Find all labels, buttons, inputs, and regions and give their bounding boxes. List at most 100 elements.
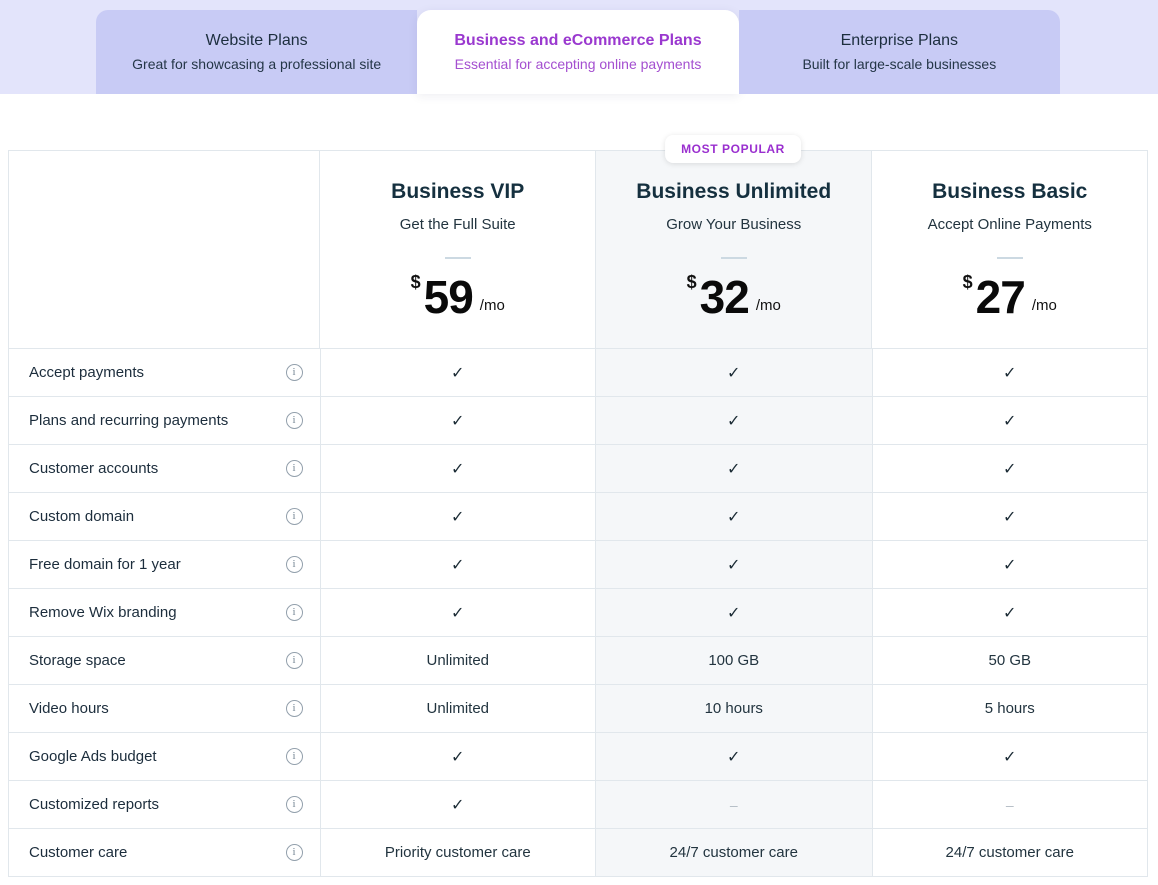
feature-label-cell: Accept payments i (9, 349, 320, 396)
currency-symbol: $ (962, 272, 973, 292)
price-amount: 32 (699, 271, 750, 323)
check-icon: ✓ (1003, 460, 1017, 478)
plan-header-business-vip: Business VIP Get the Full Suite $ 59 /mo (319, 151, 595, 348)
plan-name: Business VIP (391, 180, 525, 203)
feature-value: 10 hours (704, 700, 763, 717)
plan-price: $ 32 /mo (686, 271, 781, 323)
check-icon: ✓ (451, 508, 465, 526)
feature-value: 24/7 customer care (945, 844, 1074, 861)
info-icon[interactable]: i (285, 796, 303, 813)
tab-website-plans[interactable]: Website Plans Great for showcasing a pro… (96, 10, 418, 94)
feature-value-cell-business-unlimited: ✓ (595, 733, 872, 780)
feature-value: 100 GB (708, 652, 760, 669)
check-icon: ✓ (451, 364, 465, 382)
feature-label: Remove Wix branding (29, 604, 177, 621)
feature-value-cell-business-vip: ✓ (319, 445, 596, 492)
info-icon[interactable]: i (285, 364, 303, 381)
tab-business-ecommerce-plans[interactable]: Business and eCommerce Plans Essential f… (417, 10, 739, 94)
feature-label-cell: Customer care i (9, 829, 320, 876)
feature-row: Video hours i Unlimited 10 hours 5 hours (9, 684, 1147, 732)
feature-label: Customer care (29, 844, 128, 861)
check-icon: ✓ (1003, 508, 1017, 526)
feature-value-cell-business-basic: ✓ (871, 493, 1148, 540)
feature-value-cell-business-unlimited: ✓ (595, 349, 872, 396)
price-amount: 27 (975, 271, 1026, 323)
feature-label-cell: Plans and recurring payments i (9, 397, 320, 444)
feature-value-cell-business-unlimited: 100 GB (595, 637, 872, 684)
info-icon[interactable]: i (285, 604, 303, 621)
feature-row: Free domain for 1 year i ✓ ✓ ✓ (9, 540, 1147, 588)
currency-symbol: $ (410, 272, 421, 292)
feature-label-cell: Customer accounts i (9, 445, 320, 492)
feature-label-cell: Storage space i (9, 637, 320, 684)
info-icon[interactable]: i (285, 412, 303, 429)
feature-value: 24/7 customer care (669, 844, 798, 861)
feature-value-cell-business-basic: 24/7 customer care (871, 829, 1148, 876)
feature-value-cell-business-vip: ✓ (319, 781, 596, 828)
feature-value-cell-business-vip: Unlimited (319, 685, 596, 732)
check-icon: ✓ (727, 604, 741, 622)
feature-label: Video hours (29, 700, 109, 717)
check-icon: ✓ (1003, 556, 1017, 574)
feature-row: Accept payments i ✓ ✓ ✓ (9, 348, 1147, 396)
header-divider (444, 257, 471, 259)
plan-name: Business Basic (932, 180, 1088, 203)
feature-value-cell-business-vip: Priority customer care (319, 829, 596, 876)
currency-symbol: $ (686, 272, 697, 292)
feature-label: Custom domain (29, 508, 135, 525)
check-icon: ✓ (727, 748, 741, 766)
plan-tagline: Get the Full Suite (399, 216, 516, 233)
price-period: /mo (755, 297, 781, 314)
plan-tagline: Accept Online Payments (927, 216, 1092, 233)
feature-value-cell-business-unlimited: ✓ (595, 445, 872, 492)
feature-row: Customer accounts i ✓ ✓ ✓ (9, 444, 1147, 492)
check-icon: ✓ (451, 604, 465, 622)
tab-title: Website Plans (205, 32, 308, 49)
info-icon[interactable]: i (285, 700, 303, 717)
check-icon: ✓ (1003, 604, 1017, 622)
dash-icon: – (1005, 796, 1014, 813)
feature-value: Unlimited (426, 652, 490, 669)
pricing-comparison-table: Business VIP Get the Full Suite $ 59 /mo… (8, 150, 1148, 877)
feature-value-cell-business-unlimited: 10 hours (595, 685, 872, 732)
feature-value-cell-business-basic: – (871, 781, 1148, 828)
feature-value-cell-business-basic: 5 hours (871, 685, 1148, 732)
tab-subtitle: Essential for accepting online payments (454, 56, 702, 72)
check-icon: ✓ (451, 796, 465, 814)
tab-title: Business and eCommerce Plans (454, 32, 702, 49)
feature-row: Custom domain i ✓ ✓ ✓ (9, 492, 1147, 540)
feature-label: Storage space (29, 652, 126, 669)
feature-label: Customized reports (29, 796, 160, 813)
feature-value-cell-business-unlimited: ✓ (595, 397, 872, 444)
tab-enterprise-plans[interactable]: Enterprise Plans Built for large-scale b… (738, 10, 1060, 94)
feature-value: Priority customer care (384, 844, 531, 861)
plan-category-tabs: Website Plans Great for showcasing a pro… (96, 10, 1060, 94)
plan-name: Business Unlimited (636, 180, 832, 203)
feature-row: Plans and recurring payments i ✓ ✓ ✓ (9, 396, 1147, 444)
tab-title: Enterprise Plans (840, 32, 959, 49)
feature-label: Accept payments (29, 364, 145, 381)
plan-category-band: Website Plans Great for showcasing a pro… (0, 0, 1158, 94)
info-icon[interactable]: i (285, 844, 303, 861)
feature-value-cell-business-unlimited: ✓ (595, 589, 872, 636)
feature-label: Free domain for 1 year (29, 556, 181, 573)
feature-value-cell-business-unlimited: ✓ (595, 493, 872, 540)
plan-header-business-basic: Business Basic Accept Online Payments $ … (871, 151, 1147, 348)
check-icon: ✓ (1003, 412, 1017, 430)
info-icon[interactable]: i (285, 508, 303, 525)
info-icon[interactable]: i (285, 556, 303, 573)
check-icon: ✓ (727, 364, 741, 382)
plan-price: $ 27 /mo (962, 271, 1057, 323)
feature-value-cell-business-basic: ✓ (871, 733, 1148, 780)
plan-header-business-unlimited: Business Unlimited Grow Your Business $ … (594, 151, 872, 348)
feature-value-cell-business-vip: ✓ (319, 541, 596, 588)
check-icon: ✓ (1003, 748, 1017, 766)
info-icon[interactable]: i (285, 748, 303, 765)
plan-tagline: Grow Your Business (666, 216, 802, 233)
info-icon[interactable]: i (285, 652, 303, 669)
check-icon: ✓ (451, 748, 465, 766)
feature-label-cell: Video hours i (9, 685, 320, 732)
feature-value-cell-business-basic: ✓ (871, 541, 1148, 588)
check-icon: ✓ (451, 412, 465, 430)
info-icon[interactable]: i (285, 460, 303, 477)
